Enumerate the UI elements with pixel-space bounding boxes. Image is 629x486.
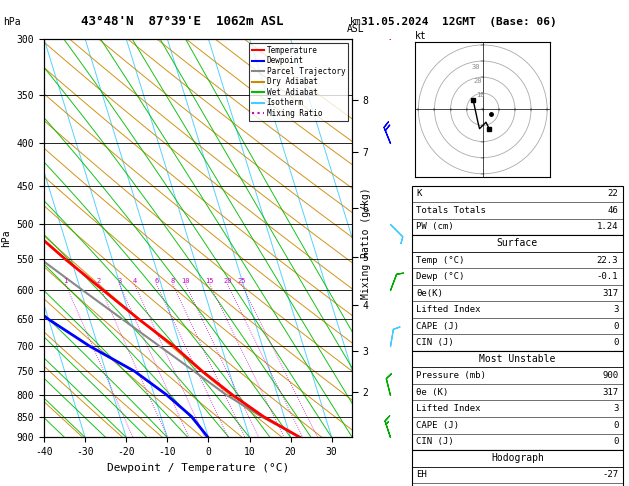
Text: 6: 6 — [154, 278, 159, 284]
Text: 8: 8 — [170, 278, 175, 284]
X-axis label: Dewpoint / Temperature (°C): Dewpoint / Temperature (°C) — [107, 463, 289, 473]
Text: Totals Totals: Totals Totals — [416, 206, 486, 215]
Text: -0.1: -0.1 — [597, 272, 618, 281]
Text: -27: -27 — [602, 470, 618, 479]
Text: 22: 22 — [608, 190, 618, 198]
Text: 30: 30 — [471, 64, 480, 70]
Text: 25: 25 — [237, 278, 246, 284]
Text: Temp (°C): Temp (°C) — [416, 256, 465, 264]
Text: km: km — [350, 17, 361, 27]
Text: 15: 15 — [206, 278, 214, 284]
Text: 46: 46 — [608, 206, 618, 215]
Text: 1.24: 1.24 — [597, 223, 618, 231]
Text: hPa: hPa — [3, 17, 21, 27]
Text: Lifted Index: Lifted Index — [416, 404, 481, 413]
Text: 3: 3 — [613, 305, 618, 314]
Text: PW (cm): PW (cm) — [416, 223, 454, 231]
Text: 20: 20 — [223, 278, 231, 284]
Text: 0: 0 — [613, 421, 618, 430]
Text: 317: 317 — [602, 388, 618, 397]
Text: Surface: Surface — [497, 239, 538, 248]
Legend: Temperature, Dewpoint, Parcel Trajectory, Dry Adiabat, Wet Adiabat, Isotherm, Mi: Temperature, Dewpoint, Parcel Trajectory… — [249, 43, 348, 121]
Text: 0: 0 — [613, 437, 618, 446]
Text: Mixing Ratio (g/kg): Mixing Ratio (g/kg) — [361, 187, 371, 299]
Text: 0: 0 — [613, 322, 618, 330]
Text: θe (K): θe (K) — [416, 388, 448, 397]
Text: CIN (J): CIN (J) — [416, 338, 454, 347]
Text: 317: 317 — [602, 289, 618, 297]
Text: 900: 900 — [602, 371, 618, 380]
Text: K: K — [416, 190, 422, 198]
Text: CAPE (J): CAPE (J) — [416, 322, 459, 330]
Text: 10: 10 — [476, 92, 484, 98]
Text: CAPE (J): CAPE (J) — [416, 421, 459, 430]
Text: Hodograph: Hodograph — [491, 453, 544, 463]
Text: CIN (J): CIN (J) — [416, 437, 454, 446]
Text: 10: 10 — [181, 278, 190, 284]
Text: EH: EH — [416, 470, 427, 479]
Text: kt: kt — [415, 31, 427, 41]
Y-axis label: hPa: hPa — [1, 229, 11, 247]
Text: Dewp (°C): Dewp (°C) — [416, 272, 465, 281]
Text: 31.05.2024  12GMT  (Base: 06): 31.05.2024 12GMT (Base: 06) — [361, 17, 557, 27]
Text: 2: 2 — [97, 278, 101, 284]
Text: 1: 1 — [64, 278, 68, 284]
Text: 4: 4 — [132, 278, 136, 284]
Text: Pressure (mb): Pressure (mb) — [416, 371, 486, 380]
Text: Most Unstable: Most Unstable — [479, 354, 555, 364]
Text: θe(K): θe(K) — [416, 289, 443, 297]
Text: ASL: ASL — [347, 24, 364, 34]
Text: 20: 20 — [474, 78, 482, 84]
Text: 3: 3 — [117, 278, 121, 284]
Text: 0: 0 — [613, 338, 618, 347]
Text: 3: 3 — [613, 404, 618, 413]
Text: 22.3: 22.3 — [597, 256, 618, 264]
Text: 43°48'N  87°39'E  1062m ASL: 43°48'N 87°39'E 1062m ASL — [81, 16, 284, 28]
Text: © weatheronline.co.uk: © weatheronline.co.uk — [454, 469, 577, 479]
Text: Lifted Index: Lifted Index — [416, 305, 481, 314]
